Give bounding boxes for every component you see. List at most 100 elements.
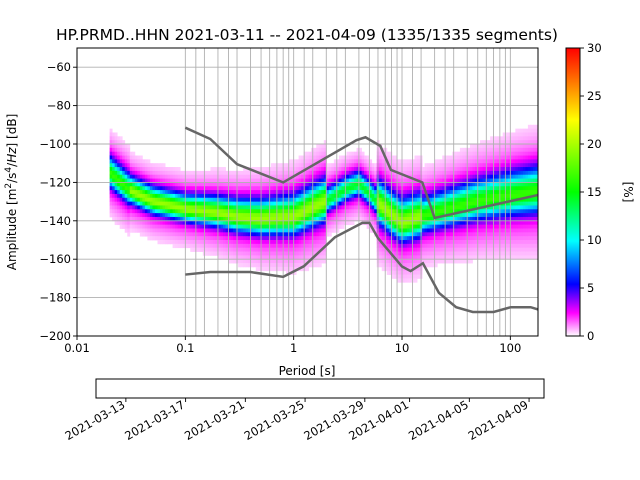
psd-cell	[449, 216, 453, 222]
psd-cell	[341, 220, 345, 226]
psd-cell	[379, 232, 383, 237]
psd-cell	[185, 232, 189, 237]
psd-cell	[260, 182, 264, 187]
psd-cell	[424, 251, 428, 256]
psd-cell	[162, 201, 166, 206]
psd-cell	[517, 243, 521, 249]
psd-cell	[210, 186, 214, 191]
psd-cell	[117, 186, 121, 191]
psd-cell	[336, 174, 340, 179]
psd-cell	[480, 174, 483, 179]
psd-cell	[273, 247, 277, 252]
psd-cell	[434, 220, 438, 226]
psd-cell	[331, 213, 335, 218]
psd-cell	[384, 178, 388, 183]
psd-cell	[298, 228, 302, 233]
psd-cell	[160, 182, 163, 187]
psd-cell	[530, 186, 534, 191]
psd-cell	[477, 178, 481, 183]
psd-cell	[112, 174, 116, 179]
psd-cell	[124, 216, 128, 222]
psd-cell	[429, 178, 433, 183]
psd-cell	[167, 186, 171, 191]
psd-cell	[147, 193, 151, 199]
psd-cell	[139, 163, 143, 168]
psd-cell	[459, 159, 463, 164]
psd-cell	[442, 178, 446, 183]
psd-cell	[371, 186, 375, 191]
psd-cell	[129, 197, 133, 202]
psd-cell	[502, 209, 506, 214]
psd-cell	[228, 240, 231, 245]
psd-cell	[414, 236, 418, 241]
psd-cell	[177, 186, 181, 191]
psd-cell	[510, 167, 514, 172]
psd-cell	[530, 213, 534, 218]
psd-cell	[134, 193, 138, 199]
psd-cell	[117, 144, 121, 149]
psd-cell	[442, 228, 446, 233]
psd-cell	[210, 197, 214, 202]
psd-cell	[394, 205, 398, 210]
psd-cell	[223, 236, 226, 241]
psd-cell	[492, 228, 496, 233]
psd-cell	[187, 240, 191, 245]
psd-cell	[346, 170, 350, 176]
psd-cell	[263, 205, 267, 210]
psd-cell	[132, 220, 136, 226]
psd-cell	[522, 193, 526, 199]
psd-cell	[401, 197, 405, 202]
psd-cell	[157, 193, 161, 199]
psd-cell	[258, 209, 262, 214]
psd-cell	[502, 197, 506, 202]
psd-cell	[454, 186, 458, 191]
psd-cell	[434, 190, 438, 195]
psd-cell	[535, 197, 538, 202]
psd-cell	[527, 140, 531, 145]
psd-cell	[361, 186, 365, 191]
psd-cell	[308, 178, 312, 183]
psd-cell	[389, 232, 393, 237]
psd-cell	[404, 243, 408, 249]
psd-cell	[495, 251, 499, 256]
psd-cell	[369, 186, 373, 191]
psd-cell	[233, 224, 237, 229]
psd-cell	[129, 224, 133, 229]
psd-cell	[275, 232, 279, 237]
psd-cell	[114, 174, 118, 179]
psd-cell	[167, 216, 171, 222]
psd-cell	[278, 213, 282, 218]
psd-cell	[515, 190, 519, 195]
psd-cell	[283, 190, 287, 195]
psd-cell	[530, 178, 534, 183]
psd-cell	[270, 263, 274, 268]
psd-cell	[396, 216, 400, 222]
psd-cell	[472, 163, 476, 168]
psd-cell	[477, 182, 481, 187]
psd-cell	[212, 216, 216, 222]
psd-cell	[215, 213, 219, 218]
psd-cell	[333, 209, 337, 214]
psd-cell	[275, 224, 279, 229]
psd-cell	[253, 213, 257, 218]
psd-cell	[270, 163, 274, 168]
y-tick-label: −140	[39, 214, 71, 228]
psd-cell	[228, 220, 231, 226]
psd-cell	[490, 182, 494, 187]
psd-cell	[137, 167, 141, 172]
psd-cell	[507, 232, 511, 237]
psd-cell	[346, 193, 350, 199]
psd-cell	[248, 255, 252, 260]
psd-cell	[144, 197, 148, 202]
psd-cell	[427, 170, 431, 176]
psd-cell	[172, 170, 176, 176]
psd-cell	[127, 170, 131, 176]
psd-cell	[389, 247, 393, 252]
psd-cell	[495, 174, 499, 179]
psd-cell	[490, 144, 494, 149]
psd-cell	[379, 209, 383, 214]
psd-cell	[253, 220, 257, 226]
psd-cell	[207, 193, 211, 199]
psd-cell	[374, 209, 378, 214]
psd-cell	[283, 170, 287, 176]
